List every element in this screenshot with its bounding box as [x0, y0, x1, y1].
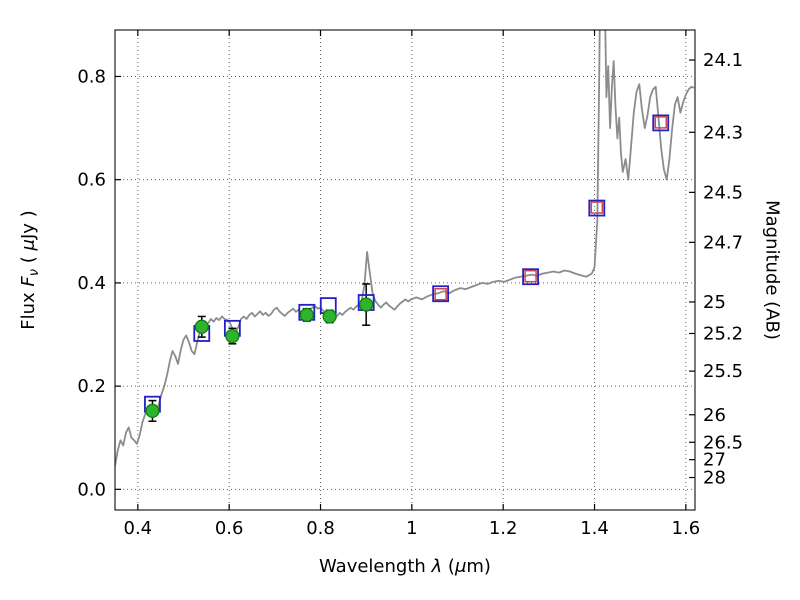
x-tick-label: 1 [406, 518, 417, 539]
y2-tick-label: 27 [703, 450, 726, 471]
y2-tick-label: 24.3 [703, 122, 743, 143]
y-tick-label: 0.6 [77, 170, 106, 191]
y-tick-label: 0.0 [77, 479, 106, 500]
model-photometry-marker [432, 285, 450, 303]
y2-tick-label: 26.5 [703, 432, 743, 453]
band-photometry-marker [654, 116, 667, 129]
observed-photometry-marker [194, 319, 209, 334]
observed-photometry-marker [359, 297, 374, 312]
model-photometry-marker [588, 199, 606, 217]
y-axis-label: Flux Fν ( μJy ) [18, 210, 42, 330]
y2-tick-label: 24.5 [703, 182, 743, 203]
x-tick-label: 0.4 [124, 518, 153, 539]
x-axis-label: Wavelength λ (μm) [319, 556, 491, 577]
y2-tick-label: 28 [703, 468, 726, 489]
x-tick-label: 1.6 [672, 518, 701, 539]
y-tick-label: 0.4 [77, 273, 106, 294]
y-tick-label: 0.8 [77, 66, 106, 87]
band-photometry-marker [434, 288, 447, 301]
spectrum-line [115, 30, 695, 467]
y-tick-label: 0.2 [77, 376, 106, 397]
mu-symbol: μ [454, 556, 467, 577]
plot-border [114, 29, 696, 511]
observed-photometry-marker [225, 328, 240, 344]
band-photometry-marker [590, 201, 604, 214]
band-photometry-marker [524, 269, 537, 283]
model-photometry-marker [522, 268, 539, 286]
x-tick-label: 1.4 [580, 518, 609, 539]
y2-tick-label: 26 [703, 405, 726, 426]
y2-axis-label: Magnitude (AB) [761, 200, 783, 340]
model-photometry-marker [652, 114, 670, 132]
y2-tick-label: 24.7 [703, 232, 743, 253]
lambda-symbol: λ [431, 556, 443, 577]
x-tick-label: 0.8 [306, 518, 335, 539]
mu-symbol: μ [18, 239, 39, 251]
x-tick-label: 0.6 [215, 518, 244, 539]
y2-tick-label: 25 [703, 292, 726, 313]
observed-photometry-marker [299, 307, 314, 323]
x-tick-label: 1.2 [489, 518, 518, 539]
observed-photometry-marker [322, 309, 337, 324]
y2-tick-label: 25.2 [703, 323, 743, 344]
y2-tick-label: 25.5 [703, 361, 743, 382]
nu-subscript: ν [27, 268, 42, 277]
observed-photometry-marker [145, 403, 160, 419]
y2-tick-label: 24.1 [703, 50, 743, 71]
flux-symbol: F [18, 276, 39, 287]
x-axis-label-text: Wavelength [319, 556, 432, 577]
